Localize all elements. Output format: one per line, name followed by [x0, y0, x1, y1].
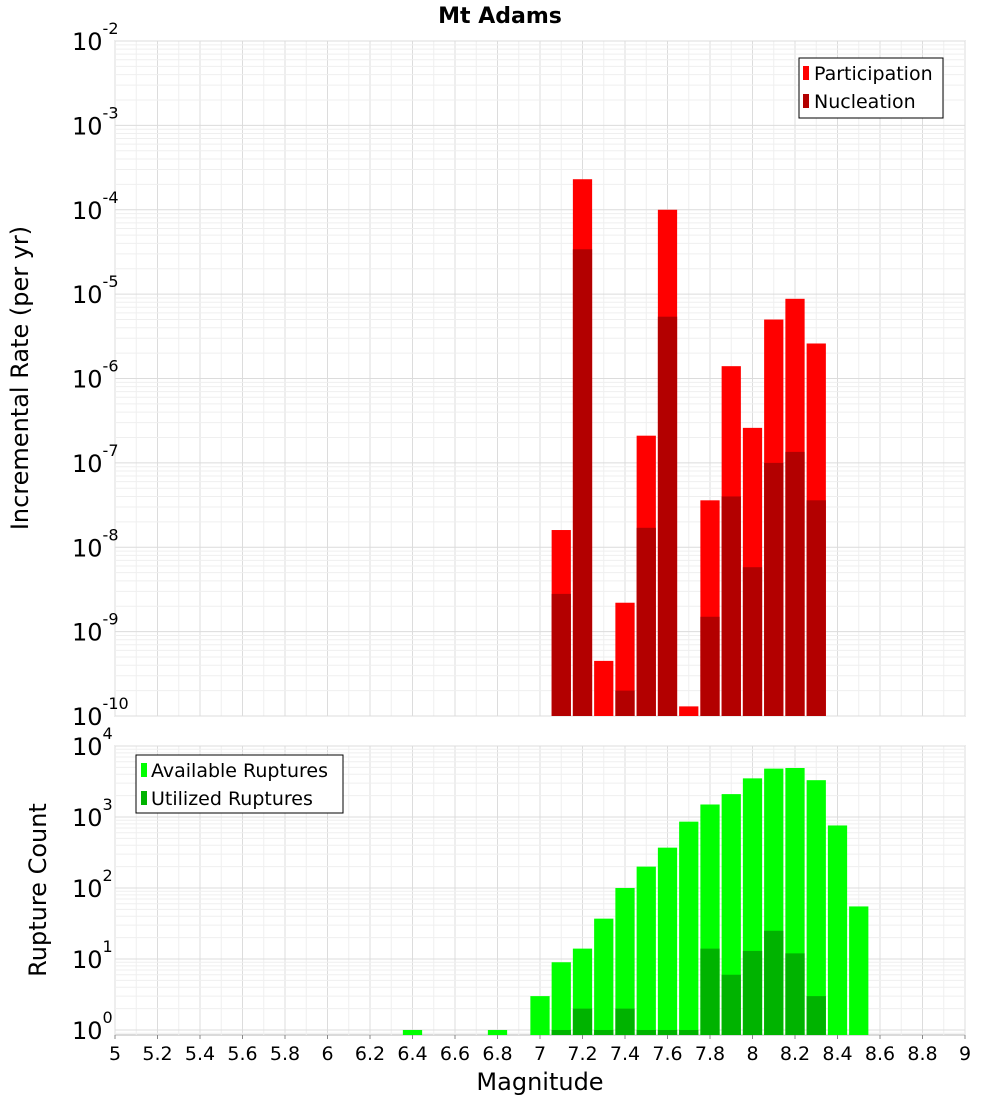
count-bar-utilized-ruptures	[679, 1029, 699, 1035]
legend-utilized-swatch	[141, 791, 147, 805]
count-y-axis-label: Rupture Count	[24, 803, 52, 977]
count-bar-utilized-ruptures	[572, 1008, 593, 1035]
x-tick-label: 7.8	[695, 1043, 725, 1065]
x-tick-label: 5.8	[270, 1043, 300, 1065]
legend-nucleation-swatch	[803, 94, 809, 108]
x-tick-label: 6.6	[440, 1043, 470, 1065]
x-tick-label: 5	[109, 1043, 121, 1065]
count-bar-available-ruptures	[679, 821, 699, 1035]
x-tick-label: 8.6	[865, 1043, 895, 1065]
x-tick-label: 7	[534, 1043, 546, 1065]
rate-y-tick-label: 10-7	[72, 441, 119, 478]
rate-y-tick-label: 10-4	[72, 188, 119, 225]
count-bar-available-ruptures	[657, 847, 678, 1035]
rate-bar-participation	[679, 706, 699, 716]
x-tick-label: 8.8	[907, 1043, 937, 1065]
count-bar-available-ruptures	[530, 996, 550, 1035]
count-y-tick-label: 100	[72, 1008, 113, 1045]
x-tick-label: 8.2	[780, 1043, 810, 1065]
count-bar-utilized-ruptures	[636, 1029, 656, 1035]
rate-bars	[551, 179, 826, 716]
rate-legend: Participation Nucleation	[798, 57, 944, 119]
count-bar-available-ruptures	[402, 1029, 423, 1035]
x-tick-label: 6.8	[482, 1043, 512, 1065]
count-y-tick-label: 103	[72, 795, 113, 832]
rate-bar-nucleation	[615, 690, 635, 716]
count-bar-available-ruptures	[551, 962, 571, 1035]
count-bar-utilized-ruptures	[764, 930, 784, 1035]
count-bar-available-ruptures	[806, 780, 826, 1035]
count-y-tick-label: 102	[72, 866, 113, 903]
rate-bar-nucleation	[742, 567, 763, 716]
count-bar-utilized-ruptures	[615, 1008, 635, 1035]
count-y-tick-label: 101	[72, 937, 113, 974]
count-bar-utilized-ruptures	[721, 974, 741, 1035]
rate-bar-nucleation	[785, 451, 805, 716]
rate-gridlines	[114, 40, 966, 717]
x-tick-label: 7.4	[610, 1043, 640, 1065]
rate-legend-box	[798, 57, 944, 119]
rate-bar-nucleation	[657, 316, 678, 716]
rate-bar-nucleation	[721, 496, 741, 716]
rate-y-axis-label: Incremental Rate (per yr)	[6, 226, 34, 530]
rate-panel: 10-10 10-9 10-8 10-7 10-6 10-5 10-4 10-3 10-2 In…	[6, 19, 966, 731]
rate-y-tick-label: 10-5	[72, 272, 119, 309]
legend-nucleation-label: Nucleation	[814, 91, 916, 113]
legend-participation-label: Participation	[814, 63, 933, 85]
x-axis-label: Magnitude	[476, 1068, 603, 1096]
rate-bar-nucleation	[636, 527, 656, 716]
rate-y-tick-label: 10-6	[72, 357, 119, 394]
legend-available-swatch	[141, 763, 147, 777]
count-bar-utilized-ruptures	[657, 1029, 678, 1035]
rate-bar-nucleation	[764, 462, 784, 716]
count-bar-available-ruptures	[487, 1029, 508, 1035]
chart-title: Mt Adams	[438, 4, 562, 29]
count-x-ticks: 5 5.2 5.4 5.6 5.8 6 6.2 6.4 6.6 6.8 7 7.2 7.4 7.6 7.8 8…	[109, 1035, 971, 1065]
count-bar-available-ruptures	[636, 866, 656, 1035]
x-tick-label: 8	[746, 1043, 758, 1065]
count-bar-available-ruptures	[615, 887, 635, 1035]
rate-bar-nucleation	[572, 249, 593, 716]
count-legend: Available Ruptures Utilized Ruptures	[135, 754, 344, 814]
x-tick-label: 7.6	[652, 1043, 682, 1065]
rate-y-tick-label: 10-8	[72, 525, 119, 562]
x-tick-label: 6.4	[397, 1043, 427, 1065]
x-tick-label: 6.2	[355, 1043, 385, 1065]
x-tick-label: 6	[321, 1043, 333, 1065]
count-bar-utilized-ruptures	[785, 953, 805, 1035]
rate-y-tick-label: 10-9	[72, 610, 119, 647]
count-bars	[402, 767, 869, 1035]
count-bar-utilized-ruptures	[700, 948, 720, 1035]
count-bar-utilized-ruptures	[594, 1029, 614, 1035]
rate-y-tick-label: 10-10	[72, 694, 129, 731]
x-tick-label: 9	[959, 1043, 971, 1065]
count-bar-utilized-ruptures	[806, 996, 826, 1035]
x-tick-label: 5.4	[185, 1043, 215, 1065]
count-bar-available-ruptures	[827, 825, 848, 1035]
legend-available-label: Available Ruptures	[151, 760, 328, 782]
rate-bar-nucleation	[551, 593, 571, 716]
rate-bar-nucleation	[806, 500, 826, 716]
rate-bar-nucleation	[700, 616, 720, 716]
legend-participation-swatch	[803, 66, 809, 80]
x-tick-label: 5.6	[227, 1043, 257, 1065]
count-bar-available-ruptures	[594, 918, 614, 1035]
count-bar-utilized-ruptures	[742, 950, 763, 1035]
rate-y-tick-label: 10-2	[72, 19, 119, 56]
rate-bar-participation	[594, 660, 614, 716]
rate-y-tick-label: 10-3	[72, 103, 119, 140]
count-legend-box	[135, 754, 344, 814]
x-tick-label: 5.2	[142, 1043, 172, 1065]
legend-utilized-label: Utilized Ruptures	[151, 788, 313, 810]
count-bar-available-ruptures	[849, 906, 869, 1035]
x-tick-label: 7.2	[567, 1043, 597, 1065]
rate-bar-participation	[615, 602, 635, 716]
x-tick-label: 8.4	[822, 1043, 852, 1065]
count-bar-utilized-ruptures	[551, 1029, 571, 1035]
